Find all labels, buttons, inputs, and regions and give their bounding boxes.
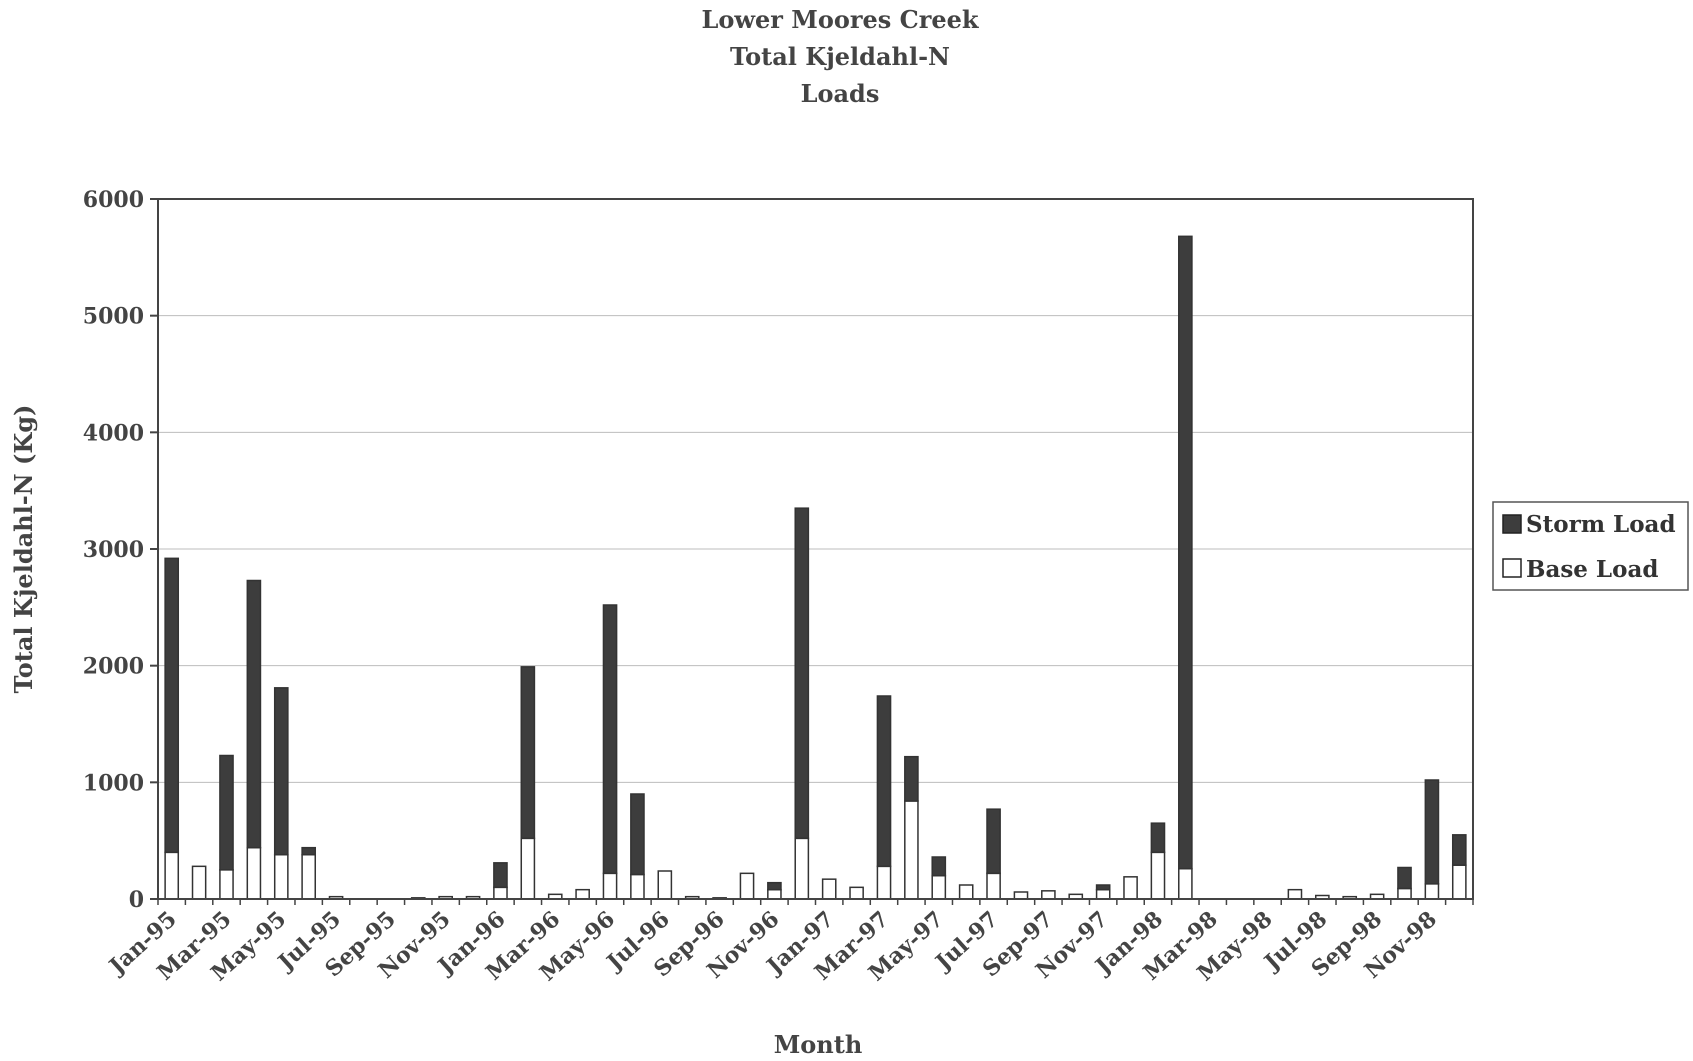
x-axis-label: Month: [774, 1030, 863, 1059]
bar-base-load: [904, 800, 919, 900]
bar-base-load: [767, 888, 782, 900]
bar-base-load: [657, 870, 673, 900]
bar-base-load: [794, 837, 810, 900]
bar-storm-load: [767, 881, 782, 891]
bar-base-load: [493, 886, 508, 900]
bar-base-load: [1397, 887, 1412, 900]
y-tick-label: 6000: [83, 187, 144, 213]
bar-base-load: [739, 872, 755, 900]
bar-storm-load: [794, 507, 810, 840]
bar-base-load: [876, 865, 892, 900]
bar-base-load: [1424, 883, 1440, 900]
gridlines: [158, 315, 1473, 783]
bar-base-load: [1451, 864, 1467, 900]
legend: Storm Load Base Load: [1492, 501, 1689, 591]
bar-storm-load: [1178, 235, 1193, 870]
bar-base-load: [246, 846, 262, 900]
y-tick-label: 2000: [83, 654, 144, 680]
bar-storm-load: [219, 754, 234, 871]
bar-base-load: [602, 872, 618, 900]
bar-base-load: [1095, 888, 1111, 900]
y-tick-label: 5000: [83, 304, 144, 330]
bar-storm-load: [931, 856, 947, 877]
bar-storm-load: [1424, 779, 1440, 885]
bar-base-load: [1041, 890, 1056, 900]
bar-base-load: [849, 886, 864, 900]
y-axis-ticks: 0 1000 2000 3000 4000 5000 6000: [83, 187, 158, 913]
bar-base-load: [273, 853, 289, 900]
bar-storm-load: [493, 862, 508, 889]
y-tick-label: 0: [129, 887, 144, 913]
bar-storm-load: [986, 808, 1001, 875]
bar-base-load: [931, 874, 947, 900]
bar-base-load: [821, 878, 837, 900]
title-line-2: Total Kjeldahl-N: [730, 42, 950, 71]
bar-storm-load: [630, 793, 645, 876]
x-axis-ticks: Jan-95Mar-95May-95Jul-95Sep-95Nov-95Jan-…: [103, 899, 1474, 986]
chart-title: Lower Moores Creek Total Kjeldahl-N Load…: [701, 5, 979, 108]
bar-storm-load: [1451, 834, 1467, 866]
bar-storm-load: [520, 666, 536, 840]
bar-base-load: [575, 888, 590, 900]
bar-base-load: [301, 853, 317, 900]
bar-base-load: [1287, 888, 1303, 900]
bar-storm-load: [602, 604, 618, 875]
y-tick-label: 1000: [83, 770, 144, 796]
title-line-1: Lower Moores Creek: [701, 5, 979, 34]
bar-storm-load: [1095, 884, 1111, 891]
bar-base-load: [958, 884, 974, 900]
bar-base-load: [219, 869, 234, 900]
legend-label-storm: Storm Load: [1526, 511, 1676, 538]
bar-storm-load: [246, 579, 262, 849]
legend-box: [1492, 501, 1689, 591]
bar-storm-load: [301, 846, 317, 856]
bar-storm-load: [876, 695, 892, 868]
legend-label-base: Base Load: [1526, 556, 1658, 583]
y-axis-label: Total Kjeldahl-N (Kg): [9, 405, 38, 694]
legend-swatch-base: [1502, 558, 1522, 578]
bar-storm-load: [164, 557, 180, 854]
legend-swatch-storm: [1502, 514, 1522, 534]
bar-base-load: [1178, 867, 1193, 900]
y-tick-label: 4000: [83, 420, 144, 446]
bar-storm-load: [904, 755, 919, 802]
title-line-3: Loads: [801, 79, 880, 108]
bar-base-load: [630, 873, 645, 900]
bar-base-load: [191, 865, 207, 900]
bar-base-load: [1150, 851, 1166, 900]
bar-storm-load: [273, 687, 289, 856]
bar-base-load: [164, 851, 180, 900]
bars: [164, 235, 1467, 900]
bar-base-load: [1123, 876, 1138, 900]
bar-base-load: [1013, 891, 1029, 900]
bar-base-load: [986, 872, 1001, 900]
bar-base-load: [520, 837, 536, 900]
bar-storm-load: [1397, 866, 1412, 890]
y-tick-label: 3000: [83, 537, 144, 563]
bar-storm-load: [1150, 822, 1166, 854]
